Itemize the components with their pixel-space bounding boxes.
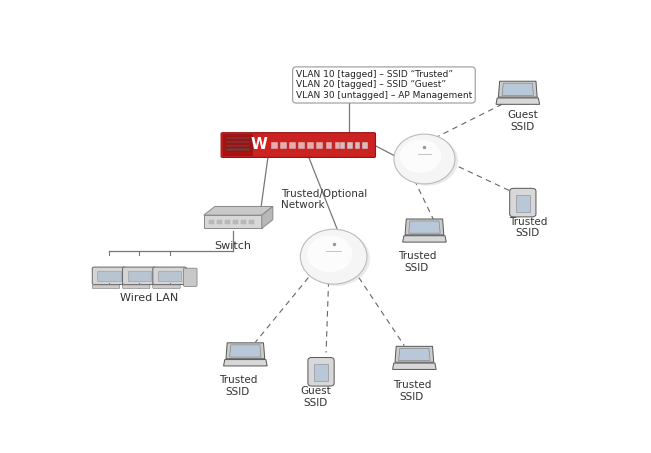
Text: Trusted/Optional
Network: Trusted/Optional Network <box>281 188 367 210</box>
Polygon shape <box>204 215 262 228</box>
Polygon shape <box>395 346 434 362</box>
Ellipse shape <box>397 136 458 186</box>
Text: Guest
SSID: Guest SSID <box>508 110 538 132</box>
Polygon shape <box>393 363 436 369</box>
Polygon shape <box>499 81 537 97</box>
FancyBboxPatch shape <box>153 285 180 289</box>
FancyBboxPatch shape <box>217 221 222 224</box>
FancyBboxPatch shape <box>340 142 345 149</box>
Polygon shape <box>496 98 540 104</box>
FancyBboxPatch shape <box>271 141 277 149</box>
FancyBboxPatch shape <box>308 357 334 386</box>
Text: Guest
SSID: Guest SSID <box>301 386 331 408</box>
Text: Trusted
SSID: Trusted SSID <box>393 381 431 402</box>
FancyBboxPatch shape <box>516 195 530 212</box>
FancyBboxPatch shape <box>92 267 126 284</box>
FancyBboxPatch shape <box>92 285 120 289</box>
FancyBboxPatch shape <box>355 142 361 149</box>
Ellipse shape <box>300 229 367 284</box>
FancyBboxPatch shape <box>153 268 167 286</box>
Ellipse shape <box>303 231 370 286</box>
Polygon shape <box>502 83 534 96</box>
FancyBboxPatch shape <box>153 267 187 284</box>
FancyBboxPatch shape <box>316 141 323 149</box>
FancyBboxPatch shape <box>226 145 251 147</box>
FancyBboxPatch shape <box>122 267 156 284</box>
FancyBboxPatch shape <box>249 221 254 224</box>
Polygon shape <box>204 207 273 215</box>
Polygon shape <box>262 207 273 228</box>
FancyBboxPatch shape <box>128 271 151 281</box>
Ellipse shape <box>394 134 455 184</box>
FancyBboxPatch shape <box>226 149 251 151</box>
Polygon shape <box>409 221 440 233</box>
FancyBboxPatch shape <box>98 271 121 281</box>
FancyBboxPatch shape <box>223 135 253 156</box>
FancyBboxPatch shape <box>225 221 230 224</box>
FancyBboxPatch shape <box>314 364 328 381</box>
FancyBboxPatch shape <box>326 141 332 149</box>
FancyBboxPatch shape <box>233 221 238 224</box>
FancyBboxPatch shape <box>123 268 137 286</box>
Text: Wired LAN: Wired LAN <box>120 293 178 304</box>
FancyBboxPatch shape <box>298 141 305 149</box>
Text: Trusted
SSID: Trusted SSID <box>219 375 257 397</box>
FancyBboxPatch shape <box>280 141 286 149</box>
FancyBboxPatch shape <box>510 188 536 217</box>
Polygon shape <box>223 360 267 366</box>
Ellipse shape <box>307 236 352 272</box>
Text: VLAN 10 [tagged] – SSID “Trusted”
VLAN 20 [tagged] – SSID “Guest”
VLAN 30 [untag: VLAN 10 [tagged] – SSID “Trusted” VLAN 2… <box>296 70 472 100</box>
FancyBboxPatch shape <box>209 221 214 224</box>
FancyBboxPatch shape <box>158 271 182 281</box>
FancyBboxPatch shape <box>335 141 341 149</box>
Polygon shape <box>226 343 265 359</box>
FancyBboxPatch shape <box>363 142 368 149</box>
FancyBboxPatch shape <box>122 285 150 289</box>
FancyBboxPatch shape <box>226 141 251 143</box>
Text: Trusted
SSID: Trusted SSID <box>398 251 436 273</box>
Text: Switch: Switch <box>214 241 251 251</box>
Ellipse shape <box>400 140 441 173</box>
Text: Trusted
SSID: Trusted SSID <box>508 217 547 238</box>
Polygon shape <box>230 345 261 357</box>
Polygon shape <box>398 348 430 361</box>
Text: W: W <box>251 136 268 151</box>
Polygon shape <box>403 236 446 242</box>
FancyBboxPatch shape <box>184 268 197 286</box>
FancyBboxPatch shape <box>347 142 353 149</box>
Polygon shape <box>405 219 444 235</box>
FancyBboxPatch shape <box>241 221 246 224</box>
FancyBboxPatch shape <box>307 141 314 149</box>
FancyBboxPatch shape <box>226 137 251 139</box>
FancyBboxPatch shape <box>289 141 296 149</box>
FancyBboxPatch shape <box>221 133 376 158</box>
